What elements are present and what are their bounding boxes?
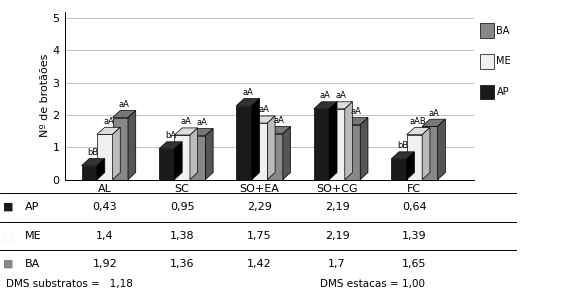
Polygon shape: [236, 98, 260, 106]
Polygon shape: [190, 128, 197, 180]
Text: ME: ME: [25, 231, 42, 241]
Polygon shape: [268, 134, 283, 180]
Text: 1,36: 1,36: [170, 259, 195, 269]
Text: aA: aA: [119, 100, 130, 109]
Text: aA: aA: [274, 116, 284, 125]
Text: 1,92: 1,92: [93, 259, 117, 269]
Polygon shape: [97, 134, 113, 180]
Polygon shape: [159, 149, 174, 180]
Text: 1,4: 1,4: [96, 231, 113, 241]
Polygon shape: [236, 106, 252, 180]
Polygon shape: [81, 159, 105, 166]
Polygon shape: [268, 116, 275, 180]
Polygon shape: [252, 98, 260, 180]
Polygon shape: [174, 142, 182, 180]
Text: bB: bB: [88, 148, 99, 157]
Polygon shape: [314, 102, 337, 109]
Text: 2,19: 2,19: [325, 201, 350, 212]
Polygon shape: [422, 128, 430, 180]
Text: 1,39: 1,39: [402, 231, 427, 241]
Polygon shape: [360, 118, 368, 180]
Polygon shape: [97, 159, 105, 180]
Text: ME: ME: [496, 56, 511, 66]
Polygon shape: [81, 166, 97, 180]
Polygon shape: [407, 152, 415, 180]
Polygon shape: [268, 127, 291, 134]
Polygon shape: [174, 135, 190, 180]
Text: 1,65: 1,65: [402, 259, 427, 269]
Polygon shape: [329, 102, 337, 180]
Text: 1,42: 1,42: [247, 259, 272, 269]
Text: BA: BA: [496, 26, 510, 36]
Text: aA: aA: [242, 88, 254, 97]
Y-axis label: Nº de brotãões: Nº de brotãões: [40, 54, 50, 137]
Polygon shape: [422, 126, 438, 180]
Polygon shape: [113, 110, 136, 118]
Polygon shape: [438, 119, 445, 180]
Text: ■: ■: [3, 259, 13, 269]
Text: BA: BA: [25, 259, 40, 269]
Text: DMS substratos =   1,18: DMS substratos = 1,18: [6, 279, 132, 289]
Text: 2,19: 2,19: [325, 231, 350, 241]
Text: AP: AP: [496, 87, 509, 97]
Polygon shape: [329, 102, 352, 109]
Text: □: □: [3, 231, 13, 241]
Text: 2,29: 2,29: [247, 201, 272, 212]
Polygon shape: [205, 128, 213, 180]
Text: aAB: aAB: [410, 117, 427, 126]
Text: DMS estacas = 1,00: DMS estacas = 1,00: [320, 279, 425, 289]
Polygon shape: [345, 118, 368, 125]
Text: aA: aA: [181, 117, 191, 126]
Polygon shape: [345, 102, 352, 180]
Text: aA: aA: [429, 109, 439, 118]
Text: 0,43: 0,43: [93, 201, 117, 212]
Text: aA: aA: [320, 91, 331, 100]
Polygon shape: [283, 127, 291, 180]
Text: 1,38: 1,38: [170, 231, 195, 241]
Polygon shape: [190, 136, 205, 180]
Polygon shape: [314, 109, 329, 180]
Polygon shape: [422, 119, 445, 126]
Text: AP: AP: [25, 201, 40, 212]
Polygon shape: [190, 128, 213, 136]
Polygon shape: [97, 127, 120, 134]
Polygon shape: [113, 127, 120, 180]
Polygon shape: [128, 110, 136, 180]
Text: ■: ■: [3, 201, 13, 212]
Text: bA: bA: [165, 131, 176, 140]
Polygon shape: [407, 135, 422, 180]
Polygon shape: [159, 142, 182, 149]
Polygon shape: [407, 128, 430, 135]
Polygon shape: [252, 123, 268, 180]
Text: aA: aA: [196, 118, 207, 127]
Text: aA: aA: [103, 117, 114, 126]
Text: 0,64: 0,64: [402, 201, 427, 212]
Polygon shape: [113, 118, 128, 180]
Text: 1,7: 1,7: [328, 259, 346, 269]
Text: bB: bB: [397, 141, 408, 150]
Polygon shape: [252, 116, 275, 123]
Text: aA: aA: [335, 91, 346, 100]
Text: 1,75: 1,75: [247, 231, 272, 241]
Text: aA: aA: [258, 105, 269, 114]
Polygon shape: [345, 125, 360, 180]
Text: aA: aA: [351, 107, 362, 116]
Polygon shape: [391, 152, 415, 159]
Polygon shape: [174, 128, 197, 135]
Polygon shape: [329, 109, 345, 180]
Polygon shape: [391, 159, 407, 180]
Text: 0,95: 0,95: [170, 201, 195, 212]
